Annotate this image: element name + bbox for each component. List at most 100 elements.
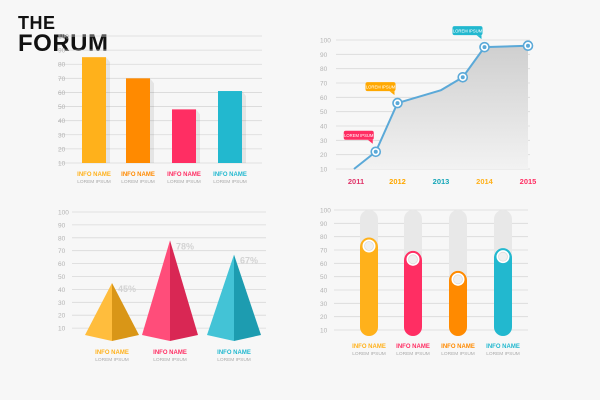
slider-chart-ytick-label: 100	[320, 208, 331, 215]
pyramid-value-label: 78%	[176, 241, 194, 251]
x-tick-label: 2013	[433, 177, 450, 186]
pyramid-chart-ytick-label: 30	[58, 300, 66, 307]
slider-knob-inner	[364, 241, 374, 251]
brand-line2: FORUM	[18, 30, 109, 57]
slider-chart-ytick-label: 10	[320, 328, 328, 335]
pyramid-right-face	[112, 282, 139, 341]
pyramid-chart-ytick-label: 90	[58, 222, 66, 229]
slider-category-label: INFO NAME	[396, 344, 430, 350]
slider-knob-inner	[498, 251, 508, 262]
line-chart-ytick-label: 20	[320, 152, 328, 159]
bar-shadow	[242, 91, 246, 163]
bar-sub-label: LOREM IPSUM	[121, 179, 155, 185]
callout-pointer	[367, 139, 373, 144]
pyramid-chart-ytick-label: 50	[58, 274, 66, 281]
pyramid-left-face	[207, 254, 234, 341]
pyramid-chart-ytick-label: 70	[58, 248, 66, 255]
pyramid-chart-ytick-label: 60	[58, 261, 66, 268]
bar-chart-ytick-label: 80	[58, 62, 66, 69]
pyramid-sub-label: LOREM IPSUM	[153, 357, 187, 363]
slider-sub-label: LOREM IPSUM	[441, 351, 475, 357]
slider-fill	[494, 248, 512, 336]
slider-fill	[360, 238, 378, 336]
slider-chart-ytick-label: 50	[320, 274, 328, 281]
pyramid-value-label: 67%	[240, 256, 258, 266]
bar-sub-label: LOREM IPSUM	[167, 179, 201, 185]
callout-box	[343, 130, 374, 140]
slider-sub-label: LOREM IPSUM	[396, 351, 430, 357]
line-chart-ytick-label: 90	[320, 52, 328, 59]
bar-category-label: INFO NAME	[213, 172, 247, 178]
bar-chart-ytick-label: 30	[58, 132, 66, 139]
bar-shadow	[106, 57, 110, 163]
callout-box	[452, 26, 483, 36]
bar-chart-ytick-label: 10	[58, 161, 66, 168]
bar-chart-ytick-label: 70	[58, 76, 66, 83]
bar-category-label: INFO NAME	[121, 172, 155, 178]
bar-chart-ytick-label: 50	[58, 104, 66, 111]
pyramid-chart-ytick-label: 80	[58, 235, 66, 242]
pyramid-left-face	[85, 282, 112, 341]
pyramid-chart-ytick-label: 10	[58, 326, 66, 333]
pyramid-category-label: INFO NAME	[153, 350, 187, 356]
slider-sub-label: LOREM IPSUM	[486, 351, 520, 357]
line-chart-ytick-label: 100	[320, 38, 331, 45]
pyramid-chart-ytick-label: 100	[58, 210, 69, 217]
bar-chart-ytick-label: 60	[58, 90, 66, 97]
line-chart-ytick-label: 10	[320, 167, 328, 174]
bar-shadow	[196, 109, 200, 163]
line-point-core	[373, 149, 378, 154]
bar-chart-ytick-label: 100	[58, 34, 69, 41]
line-point-core	[482, 45, 487, 50]
callout-pointer	[389, 91, 395, 96]
slider-chart-ytick-label: 80	[320, 234, 328, 241]
bar-category-label: INFO NAME	[167, 172, 201, 178]
pyramid-category-label: INFO NAME	[95, 350, 129, 356]
slider-chart-ytick-label: 30	[320, 301, 328, 308]
pyramid-sub-label: LOREM IPSUM	[95, 357, 129, 363]
line-chart-ytick-label: 80	[320, 66, 328, 73]
slider-sub-label: LOREM IPSUM	[352, 351, 386, 357]
callout-box	[365, 82, 396, 92]
slider-chart-ytick-label: 70	[320, 248, 328, 255]
line-point-core	[395, 101, 400, 106]
slider-fill	[449, 271, 467, 336]
slider-chart-ytick-label: 90	[320, 221, 328, 228]
line-chart-ytick-label: 40	[320, 124, 328, 131]
x-tick-label: 2012	[389, 177, 406, 186]
line-point-core	[460, 75, 465, 80]
slider-chart-ytick-label: 40	[320, 288, 328, 295]
callout-label: LOREM IPSUM	[366, 84, 396, 89]
slider-knob-inner	[408, 254, 418, 265]
slider-fill	[404, 251, 422, 336]
x-tick-label: 2014	[476, 177, 494, 186]
callout-label: LOREM IPSUM	[344, 133, 374, 138]
slider-category-label: INFO NAME	[441, 344, 475, 350]
bar	[126, 78, 150, 163]
bar-chart-ytick-label: 40	[58, 118, 66, 125]
slider-chart-ytick-label: 20	[320, 314, 328, 321]
line-chart-ytick-label: 50	[320, 109, 328, 116]
x-tick-label: 2015	[520, 177, 537, 186]
bar	[172, 109, 196, 163]
bar-sub-label: LOREM IPSUM	[213, 179, 247, 185]
bar-shadow	[150, 78, 154, 163]
pyramid-sub-label: LOREM IPSUM	[217, 357, 251, 363]
line-area-fill	[354, 45, 528, 169]
x-tick-label: 2011	[348, 177, 364, 186]
bar-category-label: INFO NAME	[77, 172, 111, 178]
slider-chart-ytick-label: 60	[320, 261, 328, 268]
slider-category-label: INFO NAME	[352, 344, 386, 350]
bar	[218, 91, 242, 163]
pyramid-chart-ytick-label: 20	[58, 313, 66, 320]
line-chart-ytick-label: 60	[320, 95, 328, 102]
slider-category-label: INFO NAME	[486, 344, 520, 350]
callout-label: LOREM IPSUM	[453, 28, 483, 33]
pyramid-chart-ytick-label: 40	[58, 287, 66, 294]
brand-logo: THE FORUM	[18, 14, 108, 56]
pyramid-category-label: INFO NAME	[217, 350, 251, 356]
line-point-core	[526, 43, 530, 48]
pyramid-right-face	[234, 254, 261, 341]
line-chart-ytick-label: 30	[320, 138, 328, 145]
